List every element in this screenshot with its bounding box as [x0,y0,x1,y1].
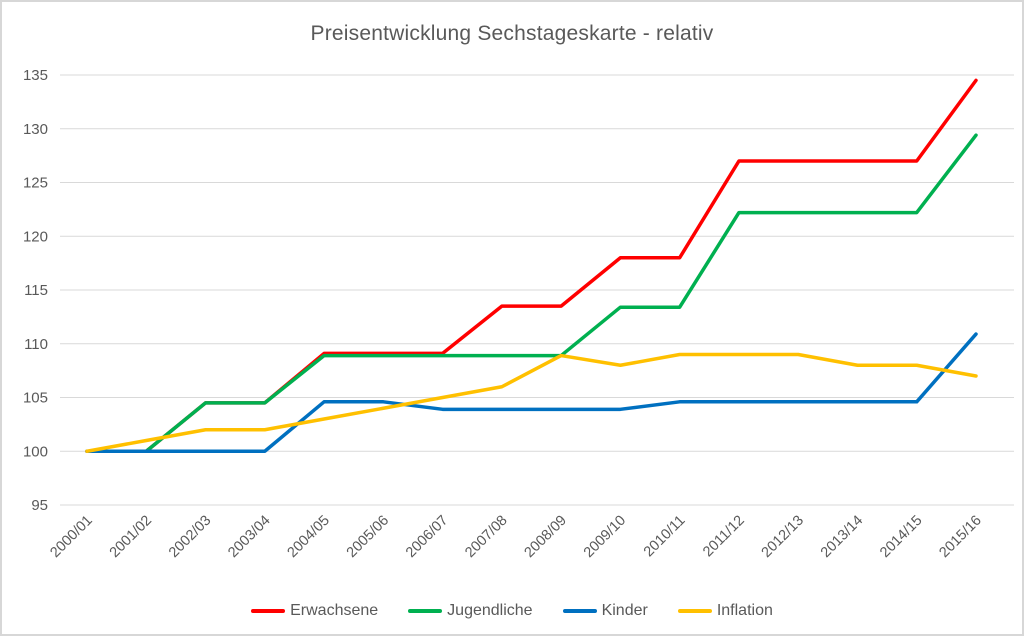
x-axis-tick-label: 2006/07 [403,513,451,561]
x-axis-tick-label: 2014/15 [877,513,925,561]
y-axis-tick-label: 125 [23,175,48,192]
y-axis-tick-label: 110 [24,336,48,353]
legend-item-jugendliche[interactable]: Jugendliche [408,602,533,620]
x-axis-tick-label: 2013/14 [818,513,866,561]
x-axis-tick-label: 2005/06 [344,513,392,561]
series-line-inflation [85,352,978,453]
series-line-erwachsene [85,78,978,453]
y-axis-tick-label: 135 [23,67,48,84]
x-axis-tick-label: 2012/13 [759,513,807,561]
y-axis-tick-label: 115 [24,282,48,299]
series-line-jugendliche [85,133,978,453]
x-axis-tick-label: 2009/10 [581,513,629,561]
x-axis-tick-label: 2011/12 [700,513,748,561]
legend-line-swatch-kinder [562,609,597,613]
legend-item-kinder[interactable]: Kinder [562,602,648,620]
chart-legend: Erwachsene Jugendliche Kinder Inflation [2,602,1022,620]
x-axis-tick-label: 2000/01 [47,513,95,561]
series-line-kinder [85,332,978,453]
y-axis-tick-label: 95 [31,497,48,514]
legend-item-inflation[interactable]: Inflation [677,602,773,620]
chart-title: Preisentwicklung Sechstageskarte - relat… [310,22,714,45]
x-axis-tick-label: 2010/11 [641,513,689,561]
legend-line-swatch-inflation [677,609,712,613]
x-axis-tick-label: 2008/09 [522,513,570,561]
legend-item-erwachsene[interactable]: Erwachsene [251,602,378,620]
x-axis-tick-label: 2003/04 [225,513,273,561]
y-axis-tick-label: 100 [23,443,48,460]
y-axis-tick-label: 130 [23,121,48,138]
legend-label: Kinder [601,602,648,619]
x-axis-tick-label: 2004/05 [285,513,333,561]
x-axis-tick-label: 2015/16 [936,513,984,561]
y-axis-tick-label: 120 [23,228,48,245]
x-axis-tick-label: 2001/02 [107,513,155,561]
x-axis-tick-label: 2002/03 [166,513,214,561]
legend-label: Erwachsene [290,602,379,619]
legend-label: Inflation [716,602,773,619]
legend-line-swatch-erwachsene [251,609,286,613]
legend-line-swatch-jugendliche [408,609,443,613]
legend-label: Jugendliche [447,602,533,619]
x-axis-tick-label: 2007/08 [462,513,510,561]
y-axis-tick-label: 105 [23,390,48,407]
